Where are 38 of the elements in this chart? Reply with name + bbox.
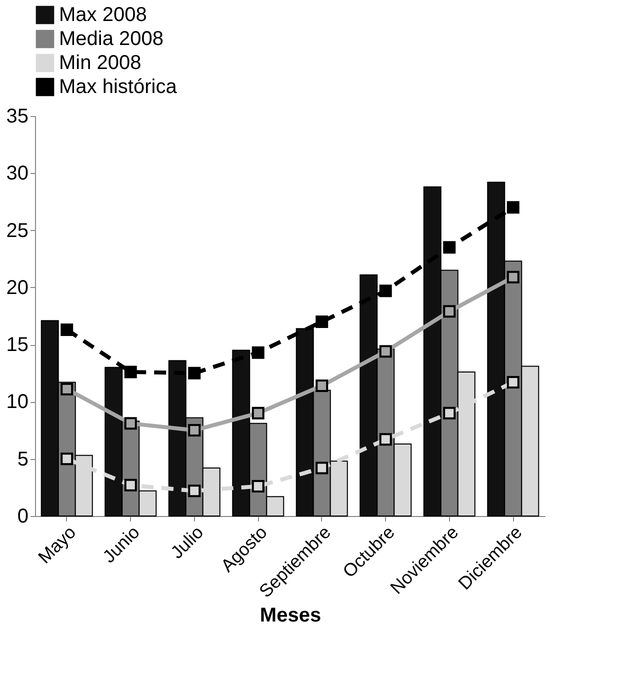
point [506,270,520,284]
point [252,346,264,359]
point [124,366,137,378]
point [443,241,456,254]
point [252,406,264,420]
point [379,284,392,298]
point [316,379,328,392]
point [124,417,137,430]
point [443,406,456,420]
y-tick-label: 15 [6,334,28,356]
legend-label: Max 2008 [59,4,147,26]
x-tick-label: Julio [166,522,208,562]
legend-label: Media 2008 [59,28,164,50]
point [60,452,74,466]
y-tick-label: 20 [6,276,28,299]
point [443,305,456,318]
point [316,462,328,474]
legend-label: Max histórica [59,76,178,98]
point [124,478,137,492]
point [188,424,201,437]
y-tick-label: 5 [17,448,28,470]
point [60,382,74,396]
point [506,201,520,214]
y-tick-label: 30 [6,162,28,185]
point [188,484,201,498]
point [506,376,520,389]
point [316,315,328,328]
legend-label: Min 2008 [59,52,142,74]
point [379,345,392,358]
point [60,323,74,336]
point [188,366,201,380]
y-tick-label: 25 [6,220,28,242]
y-tick-label: 0 [17,506,28,528]
x-axis-title: Meses [260,604,322,626]
point [379,433,392,446]
y-tick-label: 35 [6,106,28,128]
point [252,480,264,493]
y-tick-label: 10 [6,391,28,414]
